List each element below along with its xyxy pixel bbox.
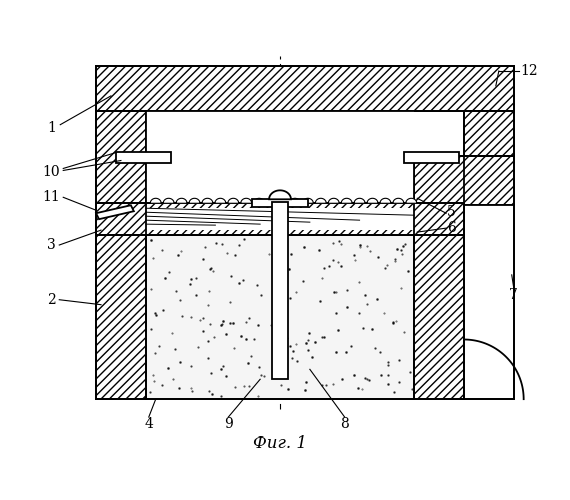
Polygon shape [150,198,161,203]
Text: 11: 11 [42,190,60,204]
Polygon shape [290,198,300,203]
Polygon shape [367,198,378,203]
Text: 12: 12 [520,64,538,78]
Bar [146,111,414,205]
Bar [464,111,514,156]
Bar [464,205,514,399]
Polygon shape [328,198,339,203]
Text: 10: 10 [43,166,60,179]
Polygon shape [215,198,226,203]
Bar [146,235,414,399]
Bar [414,156,514,205]
Text: 8: 8 [340,417,349,431]
Bar [414,205,464,399]
Polygon shape [341,198,352,203]
Polygon shape [96,205,134,219]
Text: 7: 7 [509,288,518,302]
Text: 5: 5 [447,205,455,219]
Polygon shape [269,190,291,200]
Bar [96,66,514,111]
Polygon shape [406,198,417,203]
Bar [146,208,414,230]
Polygon shape [393,198,404,203]
Bar [96,111,146,399]
Bar [146,112,413,202]
Polygon shape [176,198,187,203]
Bar [252,200,308,207]
Bar [116,152,170,164]
Text: 4: 4 [144,417,153,431]
Bar [404,152,459,164]
Polygon shape [354,198,365,203]
Text: 1: 1 [47,120,56,134]
Polygon shape [254,198,264,203]
Text: 6: 6 [447,221,455,235]
Polygon shape [267,198,278,203]
Bar [272,202,288,380]
Text: 9: 9 [224,417,233,431]
Text: 2: 2 [47,292,56,306]
Polygon shape [303,198,314,203]
Polygon shape [202,198,213,203]
Polygon shape [315,198,326,203]
Text: Фиг. 1: Фиг. 1 [253,436,307,452]
Polygon shape [163,198,174,203]
Polygon shape [380,198,391,203]
Polygon shape [228,198,239,203]
Text: 3: 3 [47,238,56,252]
Bar [146,111,414,200]
Polygon shape [241,198,252,203]
Bar [96,204,464,235]
Polygon shape [189,198,200,203]
